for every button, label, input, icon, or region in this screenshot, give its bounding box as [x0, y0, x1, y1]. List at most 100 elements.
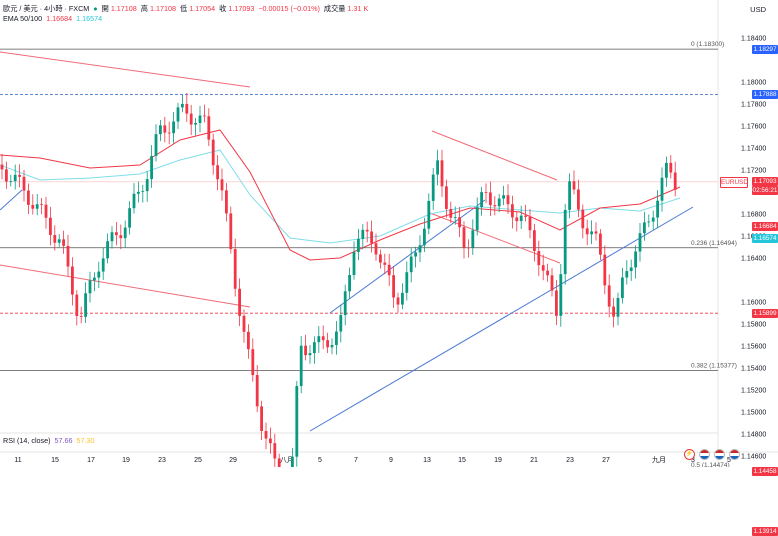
x-tick-label: 5 [727, 457, 731, 464]
y-tick-label: 1.18400 [741, 36, 766, 43]
candle-body [669, 162, 673, 173]
candle-body [110, 232, 114, 242]
candle-body [462, 227, 466, 248]
candle-body [550, 275, 554, 291]
candle-body [563, 209, 567, 275]
x-tick-label: 19 [494, 457, 502, 464]
candle-body [101, 258, 105, 272]
candle-body [18, 174, 21, 177]
candle-body [665, 162, 668, 178]
trend-line [309, 206, 694, 432]
x-tick-label: 19 [122, 457, 130, 464]
candle-body [255, 375, 259, 407]
open-value: 1.17108 [110, 4, 137, 13]
candle-body [440, 160, 444, 187]
us-flag-icon[interactable] [729, 449, 740, 460]
candle-body [453, 217, 457, 218]
low-label: 低 [179, 4, 188, 13]
candle-body [524, 215, 527, 217]
us-flag-icon[interactable] [699, 449, 710, 460]
ema-fast-line [0, 129, 681, 261]
candle-body [660, 177, 664, 201]
candle-body [511, 204, 514, 218]
candle-body [493, 205, 497, 207]
candle-body [555, 290, 558, 316]
price-axis-label[interactable]: 1.14458 [752, 467, 778, 477]
price-axis-label[interactable]: 02:56:21 [752, 186, 778, 196]
price-axis-label[interactable]: 1.17093 [752, 177, 778, 187]
symbol-price-tag[interactable]: EURUSD [720, 177, 748, 189]
candle-body [656, 200, 659, 218]
candle-body [594, 231, 598, 234]
candle-body [374, 243, 378, 255]
ema-legend-name: EMA 50/100 [3, 14, 43, 23]
candle-body [57, 239, 61, 243]
y-tick-label: 1.14800 [741, 432, 766, 439]
candle-body [27, 190, 30, 205]
candle-body [53, 235, 57, 243]
rsi-ma-value: 57.30 [76, 436, 95, 445]
candle-body [616, 298, 620, 317]
event-icons[interactable]: ⚡ [684, 449, 740, 460]
candle-body [203, 115, 206, 117]
price-axis-label[interactable]: 1.13914 [752, 527, 778, 536]
candle-body [541, 265, 545, 271]
rsi-legend[interactable]: RSI (14, close) 57.66 57.30 [3, 436, 97, 445]
us-flag-icon[interactable] [714, 449, 725, 460]
candle-body [392, 275, 395, 298]
low-value: 1.17054 [189, 4, 216, 13]
candle-body [599, 233, 602, 255]
price-axis-label[interactable]: 1.16574 [752, 234, 778, 244]
candle-body [220, 179, 224, 191]
candle-body [269, 438, 272, 444]
price-axis-label[interactable]: 1.15899 [752, 308, 778, 318]
price-axis-label[interactable]: 1.17888 [752, 89, 778, 99]
fib-level-label: 0.382 (1.15377) [691, 363, 737, 370]
trading-chart[interactable]: 1.18400 1.18000 1.17800 1.17600 1.17400 1.172… [0, 0, 778, 512]
candle-body [163, 125, 167, 133]
price-axis-label[interactable]: 1.18297 [752, 44, 778, 54]
candle-body [445, 186, 448, 209]
x-tick-label: 八月 [280, 456, 294, 464]
ema-slow-value: 1.16574 [76, 14, 103, 23]
candle-body [299, 345, 303, 387]
ema-legend[interactable]: EMA 50/100 1.16684 1.16574 [3, 14, 104, 23]
symbol-title: 歐元 / 美元 · 4小時 · FXCM [3, 4, 90, 13]
candle-body [321, 336, 325, 341]
candle-body [515, 217, 519, 222]
candle-body [651, 217, 655, 222]
fib-level-label: 0.236 (1.16494) [691, 240, 737, 247]
volume-value: 1.31 K [347, 4, 369, 13]
price-chart-svg[interactable]: 1.18400 1.18000 1.17800 1.17600 1.17400 1.172… [0, 0, 778, 512]
candle-body [238, 288, 241, 316]
x-tick-label: 5 [318, 457, 322, 464]
x-tick-label: 27 [602, 457, 610, 464]
candle-body [436, 160, 439, 175]
candle-body [401, 292, 404, 305]
fib-level-label: 0 (1.18300) [691, 41, 724, 48]
candle-body [431, 174, 435, 201]
candle-body [577, 189, 580, 210]
candle-body [409, 256, 413, 273]
candle-body [93, 277, 96, 281]
candle-body [304, 345, 307, 356]
candle-body [449, 208, 453, 218]
candle-body [568, 181, 571, 210]
x-tick-label: 23 [158, 457, 166, 464]
candle-body [638, 233, 642, 252]
candle-body [181, 103, 184, 108]
candle-body [84, 293, 87, 317]
candle-body [414, 252, 417, 257]
candle-body [572, 181, 576, 190]
candle-body [159, 125, 162, 135]
candle-body [150, 155, 153, 180]
rsi-value: 57.66 [54, 436, 73, 445]
candle-body [35, 204, 39, 209]
y-tick-label: 1.15600 [741, 344, 766, 351]
currency-label[interactable]: USD [750, 5, 766, 14]
lightning-icon[interactable]: ⚡ [684, 449, 695, 460]
x-tick-label: 11 [14, 457, 21, 464]
candle-body [607, 285, 611, 307]
ema-slow-line [0, 149, 681, 244]
price-axis-label[interactable]: 1.16684 [752, 222, 778, 232]
